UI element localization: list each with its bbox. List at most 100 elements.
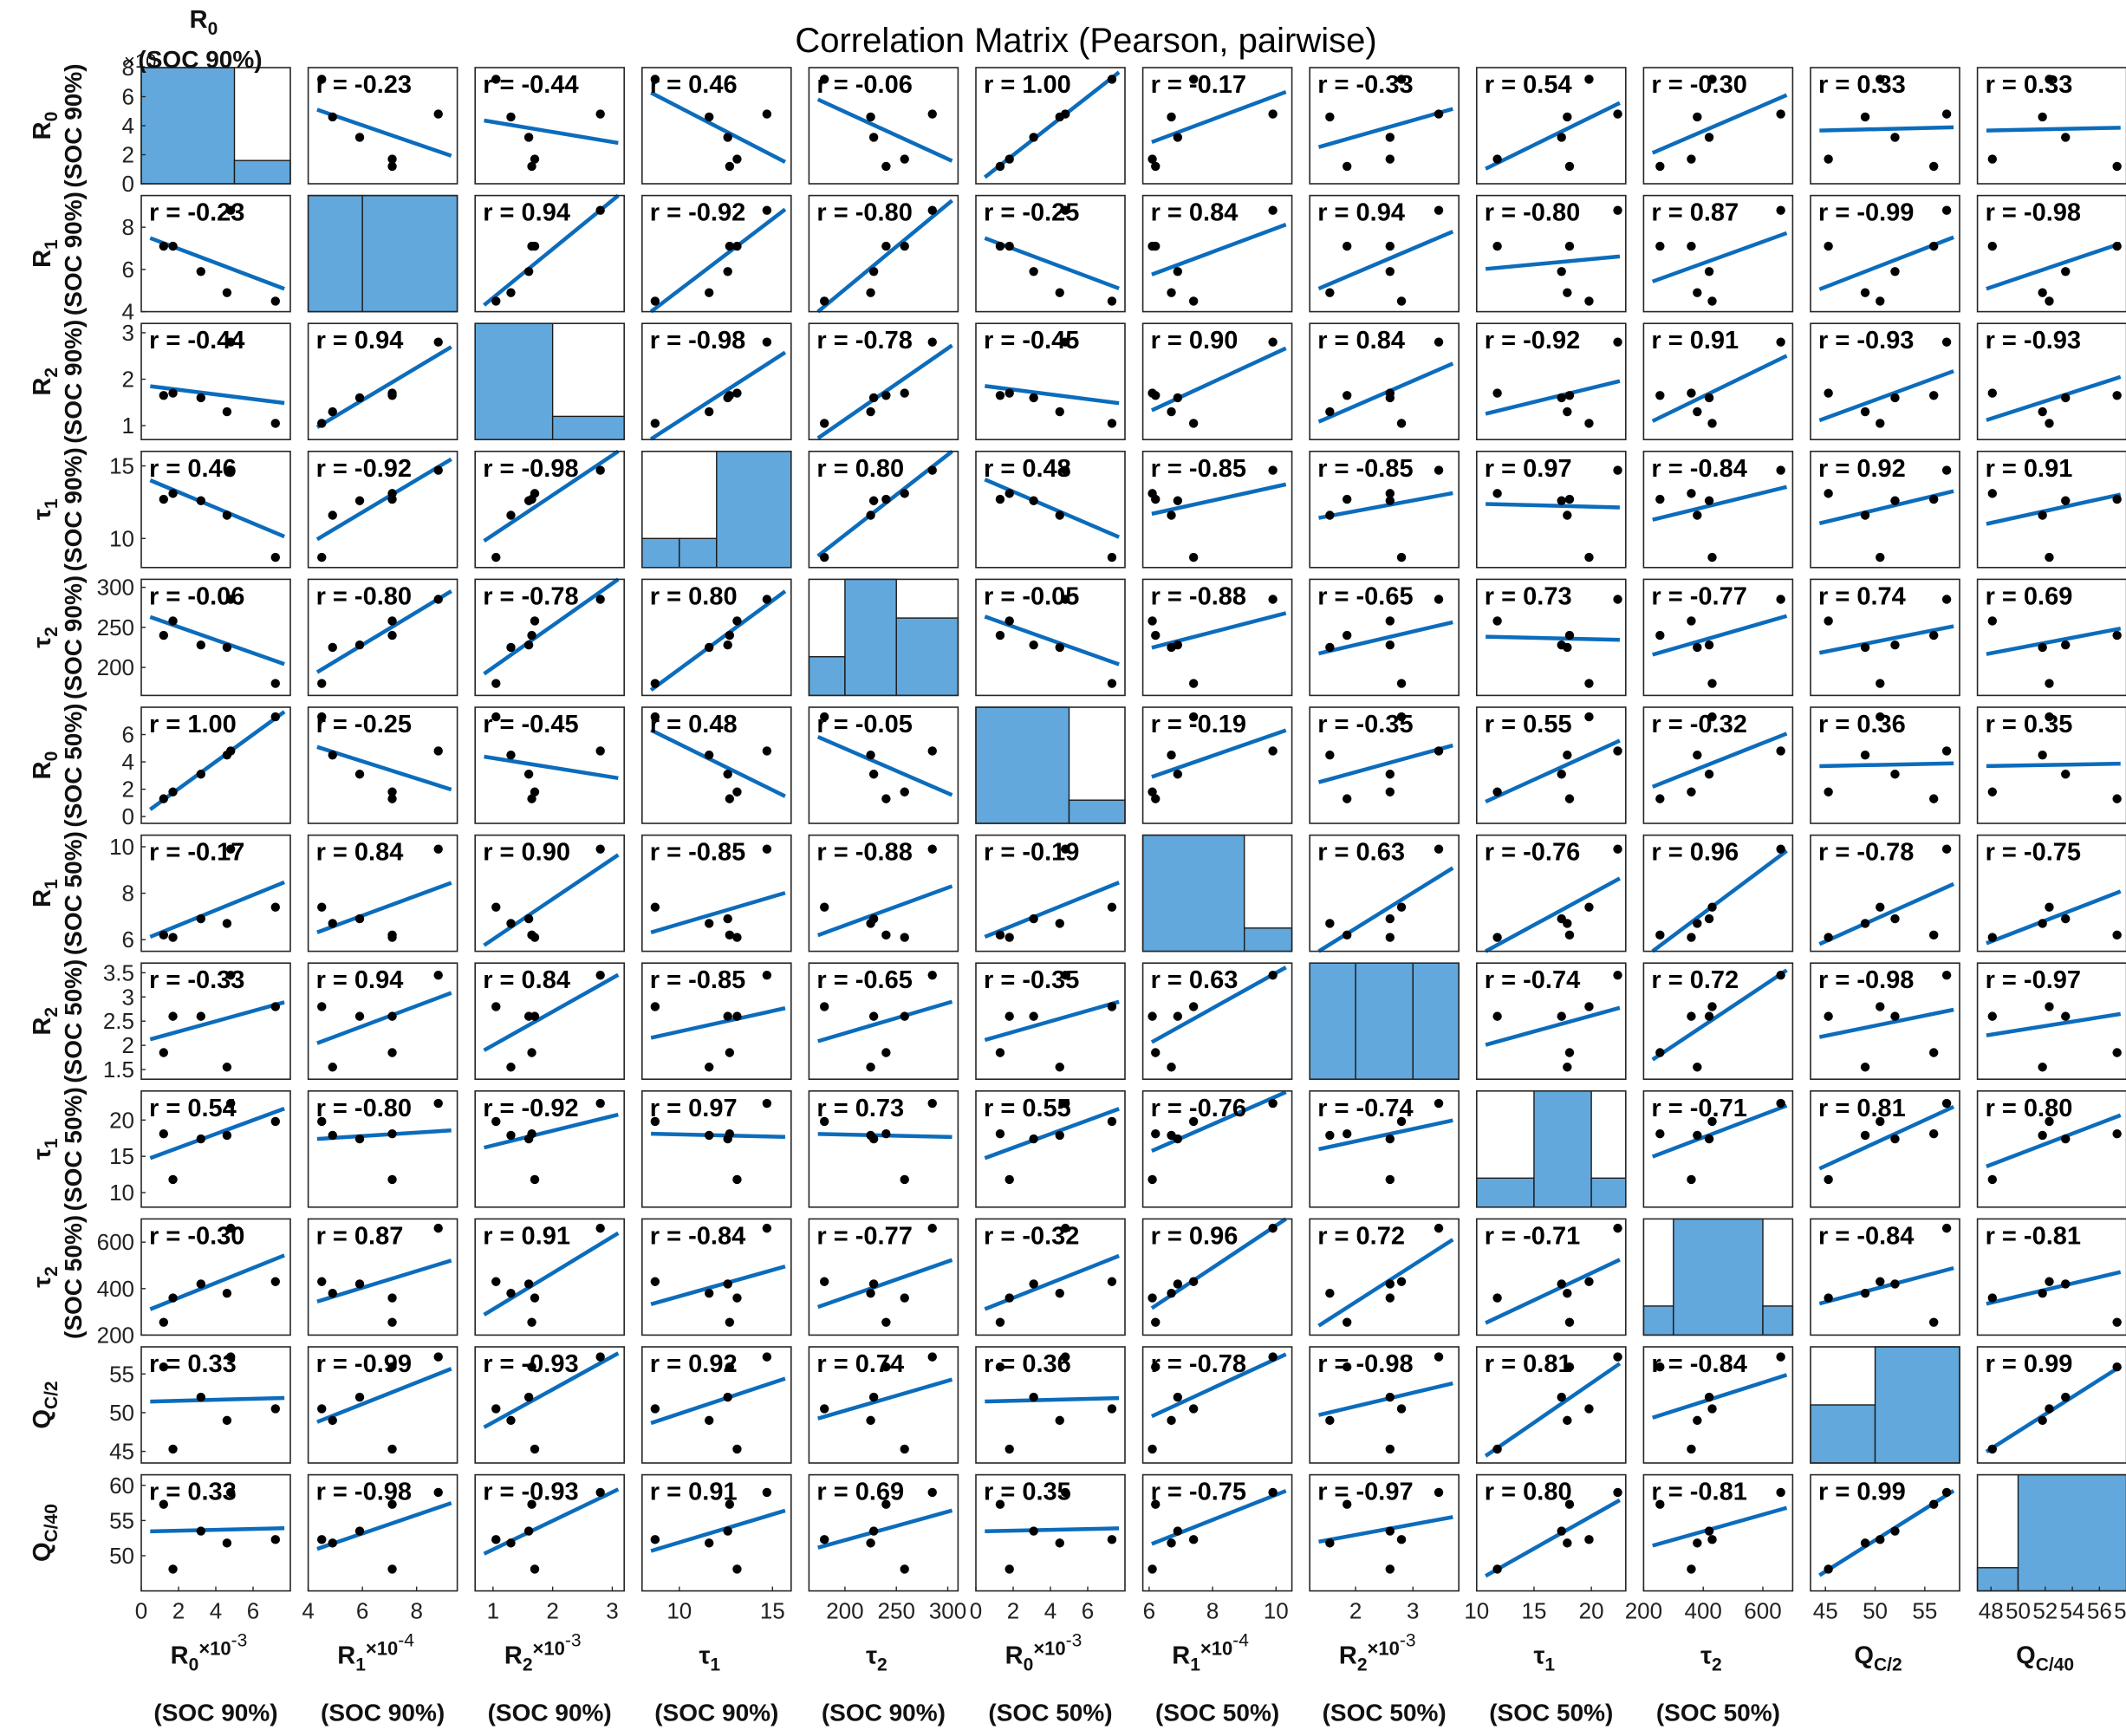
data-point	[433, 844, 443, 854]
data-point	[2045, 75, 2054, 84]
data-point	[732, 616, 742, 626]
data-point	[762, 746, 772, 756]
row-label-7: R2(SOC 50%)	[29, 959, 87, 1083]
cell-frame	[808, 834, 959, 953]
column-label-6: R1×10-4	[1172, 1631, 1249, 1675]
correlation-label: r = -0.76	[1151, 1095, 1246, 1122]
data-point	[1268, 1098, 1278, 1109]
data-point	[491, 75, 501, 84]
data-point	[270, 1002, 280, 1011]
cell-r6-c1: r = 0.84	[307, 834, 458, 953]
data-point	[1492, 1564, 1502, 1574]
data-point	[1890, 393, 1900, 403]
data-point	[527, 1317, 536, 1327]
data-point	[1343, 391, 1352, 400]
data-point	[1055, 406, 1064, 417]
x-tick-label: 15	[1521, 1598, 1546, 1624]
correlation-label: r = 0.81	[1818, 1095, 1906, 1122]
data-point	[523, 1392, 534, 1402]
cell-frame	[1476, 322, 1627, 441]
correlation-label: r = -0.74	[1317, 1095, 1413, 1122]
data-point	[762, 970, 772, 980]
cell-frame	[140, 194, 291, 313]
data-point	[226, 844, 236, 854]
data-point	[328, 919, 337, 928]
data-point	[1148, 1564, 1157, 1574]
data-point	[900, 1174, 909, 1185]
data-point	[226, 1223, 236, 1233]
cell-frame	[1810, 834, 1960, 953]
cell-frame	[1642, 834, 1794, 953]
data-point	[2061, 640, 2071, 650]
data-point	[1941, 844, 1952, 854]
cell-r3-c7: r = -0.85	[1309, 450, 1460, 569]
cell-frame	[307, 578, 458, 697]
cell-r9-c4: r = -0.77	[808, 1218, 959, 1336]
fit-line	[1986, 1113, 2122, 1169]
histogram-bar	[1309, 962, 1356, 1080]
cell-frame	[975, 1346, 1126, 1464]
data-point	[1707, 419, 1717, 428]
x-tick-label: 50	[1863, 1598, 1888, 1624]
fit-line	[1819, 125, 1954, 133]
data-point	[881, 494, 891, 504]
correlation-label: r = -0.84	[1818, 1222, 1914, 1250]
cell-frame	[474, 1473, 626, 1592]
data-point	[1707, 1116, 1717, 1127]
data-point	[530, 1444, 540, 1454]
cell-r9-c11: r = -0.81	[1976, 1218, 2126, 1336]
cell-frame	[1141, 1090, 1293, 1208]
data-point	[900, 154, 909, 164]
data-point	[1167, 288, 1176, 297]
data-point	[523, 770, 534, 779]
data-point	[762, 1487, 772, 1498]
cell-r4-c4	[808, 578, 959, 697]
data-point	[1434, 1223, 1444, 1233]
data-point	[1029, 133, 1038, 142]
cell-r1-c11: r = -0.98	[1976, 194, 2126, 313]
fit-line	[316, 744, 452, 792]
cell-r1-c8: r = -0.80	[1476, 194, 1627, 313]
cell-r3-c6: r = -0.85	[1141, 450, 1293, 569]
fit-line	[1986, 126, 2121, 133]
data-point	[1167, 406, 1176, 417]
data-point	[1928, 494, 1939, 504]
cell-r8-c1: r = -0.80	[307, 1090, 458, 1208]
fit-line	[1486, 502, 1620, 510]
data-point	[2045, 552, 2054, 562]
data-point	[1061, 1223, 1070, 1233]
data-point	[270, 552, 280, 562]
row-label-symbol: R1	[29, 879, 62, 907]
data-point	[2038, 510, 2047, 520]
cell-r10-c8: r = 0.81	[1476, 1346, 1627, 1464]
data-point	[1385, 933, 1395, 942]
cell-r10-c7: r = -0.98	[1309, 1346, 1460, 1464]
data-point	[328, 750, 337, 760]
data-point	[1824, 787, 1833, 796]
data-point	[2038, 1415, 2047, 1426]
data-point	[595, 595, 605, 604]
correlation-label: r = -0.23	[316, 71, 412, 99]
cell-r0-c11: r = 0.33	[1976, 67, 2126, 185]
data-point	[1268, 1487, 1278, 1498]
cell-frame	[1810, 67, 1960, 185]
data-point	[1687, 489, 1696, 498]
data-point	[1707, 1404, 1717, 1414]
data-point	[1613, 1487, 1622, 1498]
cell-frame	[474, 578, 626, 697]
data-point	[387, 1048, 397, 1057]
correlation-label: r = -0.35	[984, 966, 1079, 994]
data-point	[222, 510, 232, 520]
data-point	[159, 241, 168, 251]
fit-line	[650, 1006, 786, 1040]
fit-line	[651, 1131, 785, 1140]
correlation-label: r = -0.98	[1818, 966, 1914, 994]
data-point	[762, 595, 772, 604]
data-point	[1151, 1499, 1161, 1509]
data-point	[725, 241, 735, 251]
data-point	[222, 1538, 232, 1548]
y-tick-label: 8	[122, 214, 134, 240]
data-point	[1061, 1352, 1070, 1362]
cell-r5-c3: r = 0.48	[640, 706, 792, 824]
row-label-symbol: τ2	[29, 1266, 62, 1288]
